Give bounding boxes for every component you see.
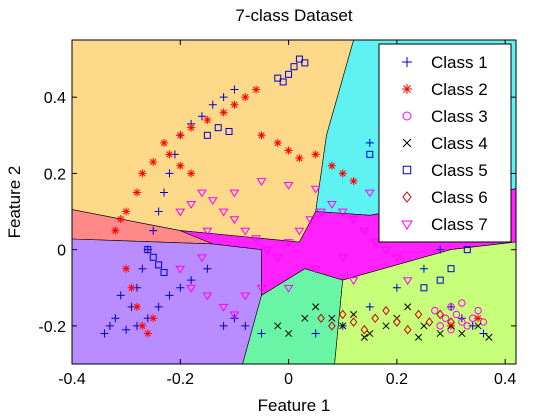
y-tick-label: 0.4 [44, 90, 66, 107]
legend-label: Class 2 [431, 80, 488, 99]
x-tick-label: -0.2 [167, 371, 195, 388]
legend: Class 1 Class 2 Class 3 Class 4 Class 5 Class… [379, 44, 511, 242]
data-point [176, 131, 184, 139]
data-point [149, 158, 157, 166]
x-tick-label: 0.2 [386, 371, 408, 388]
data-point [274, 139, 282, 147]
data-point [160, 139, 168, 147]
x-tick-label: 0 [284, 371, 293, 388]
legend-label: Class 7 [431, 215, 488, 234]
x-tick-label: -0.4 [58, 371, 86, 388]
x-axis-label: Feature 1 [258, 396, 331, 415]
legend-label: Class 6 [431, 188, 488, 207]
data-point [176, 162, 184, 170]
data-point [295, 154, 303, 162]
decision-region-1 [72, 40, 354, 242]
legend-label: Class 3 [431, 107, 488, 126]
data-point [258, 131, 266, 139]
legend-marker [402, 84, 412, 94]
legend-label: Class 1 [431, 53, 488, 72]
data-point [138, 322, 146, 330]
y-tick-label: 0.2 [44, 166, 66, 183]
data-point [350, 177, 358, 185]
y-axis-label: Feature 2 [5, 166, 24, 239]
data-point [149, 314, 157, 322]
legend-label: Class 4 [431, 134, 488, 153]
decision-region-4 [72, 239, 262, 364]
legend-label: Class 5 [431, 161, 488, 180]
x-tick-label: 0.4 [494, 371, 516, 388]
y-tick-label: 0 [57, 243, 66, 260]
chart-title: 7-class Dataset [235, 6, 352, 25]
y-tick-label: -0.2 [38, 319, 66, 336]
data-point [128, 284, 136, 292]
data-point [328, 162, 336, 170]
